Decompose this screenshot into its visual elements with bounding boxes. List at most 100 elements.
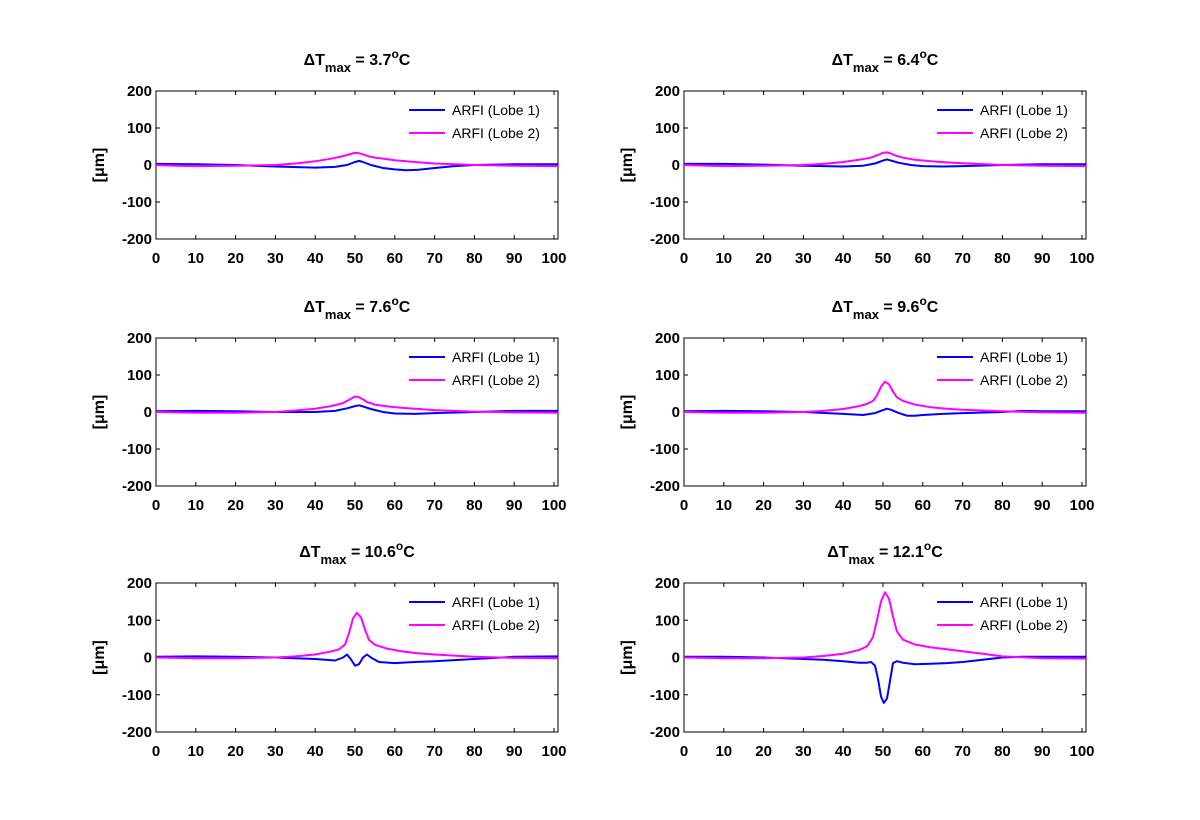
x-tick-label: 100 — [542, 743, 567, 760]
x-tick-label: 0 — [152, 497, 160, 514]
legend-label-lobe-1: ARFI (Lobe 1) — [452, 349, 540, 365]
x-tick-label: 70 — [426, 250, 443, 267]
x-tick-label: 80 — [994, 250, 1011, 267]
x-tick-label: 20 — [227, 743, 244, 760]
x-tick-label: 50 — [875, 250, 892, 267]
x-tick-label: 10 — [715, 497, 732, 514]
series-line-lobe-2 — [684, 591, 1086, 660]
x-tick-label: 80 — [994, 497, 1011, 514]
x-tick-label: 90 — [1034, 743, 1051, 760]
y-tick-label: 0 — [672, 650, 680, 667]
y-tick-label: 100 — [127, 120, 152, 137]
x-tick-label: 50 — [347, 497, 364, 514]
y-tick-label: 0 — [144, 404, 152, 421]
legend-label-lobe-2: ARFI (Lobe 2) — [452, 617, 540, 633]
x-tick-label: 40 — [307, 743, 324, 760]
x-tick-label: 10 — [187, 743, 204, 760]
legend-label-lobe-1: ARFI (Lobe 1) — [980, 594, 1068, 610]
x-tick-label: 40 — [307, 250, 324, 267]
x-tick-label: 100 — [542, 250, 567, 267]
y-tick-label: 100 — [127, 367, 152, 384]
legend-label-lobe-2: ARFI (Lobe 2) — [980, 125, 1068, 141]
x-tick-label: 30 — [267, 497, 284, 514]
subplot-title: ΔTmax = 10.6oC — [299, 539, 415, 567]
x-tick-label: 20 — [227, 497, 244, 514]
y-tick-label: 200 — [655, 330, 680, 347]
subplot-5: 0 10 20 30 40 50 60 70 80 90 100 -200 -100 0 100 200 [μm… — [91, 539, 567, 760]
y-tick-label: -100 — [650, 687, 680, 704]
x-tick-label: 80 — [466, 250, 483, 267]
y-tick-label: 200 — [127, 575, 152, 592]
legend-label-lobe-1: ARFI (Lobe 1) — [980, 349, 1068, 365]
series-line-lobe-2 — [156, 151, 558, 168]
y-tick-label: 100 — [655, 120, 680, 137]
x-tick-label: 80 — [466, 743, 483, 760]
subplot-6: 0 10 20 30 40 50 60 70 80 90 100 -200 -100 0 100 200 [μm… — [619, 539, 1095, 760]
y-tick-label: -200 — [650, 231, 680, 248]
x-tick-label: 90 — [506, 743, 523, 760]
y-tick-label: 100 — [655, 367, 680, 384]
y-tick-label: -100 — [122, 687, 152, 704]
series-line-lobe-1 — [156, 159, 558, 172]
y-tick-label: -200 — [122, 724, 152, 741]
x-tick-label: 50 — [875, 497, 892, 514]
x-tick-label: 100 — [1070, 497, 1095, 514]
x-tick-label: 30 — [267, 743, 284, 760]
x-tick-label: 90 — [1034, 250, 1051, 267]
legend-label-lobe-1: ARFI (Lobe 1) — [452, 102, 540, 118]
legend-label-lobe-2: ARFI (Lobe 2) — [980, 617, 1068, 633]
y-axis-label: [μm] — [619, 640, 636, 675]
x-tick-label: 0 — [152, 743, 160, 760]
x-tick-label: 90 — [1034, 497, 1051, 514]
x-tick-label: 0 — [152, 250, 160, 267]
y-axis-label: [μm] — [619, 395, 636, 430]
x-tick-label: 40 — [835, 497, 852, 514]
y-tick-label: -200 — [122, 478, 152, 495]
x-tick-label: 50 — [347, 743, 364, 760]
y-tick-label: -200 — [122, 231, 152, 248]
subplot-title: ΔTmax = 6.4oC — [832, 47, 939, 75]
x-tick-label: 70 — [426, 497, 443, 514]
x-tick-label: 80 — [994, 743, 1011, 760]
x-tick-label: 30 — [795, 743, 812, 760]
x-tick-label: 0 — [680, 250, 688, 267]
x-tick-label: 70 — [954, 497, 971, 514]
x-tick-label: 20 — [227, 250, 244, 267]
x-tick-label: 90 — [506, 250, 523, 267]
x-tick-label: 70 — [954, 743, 971, 760]
x-tick-label: 90 — [506, 497, 523, 514]
x-tick-label: 0 — [680, 497, 688, 514]
subplot-title: ΔTmax = 3.7oC — [304, 47, 411, 75]
x-tick-label: 20 — [755, 497, 772, 514]
series-line-lobe-1 — [156, 653, 558, 667]
subplot-4: 0 10 20 30 40 50 60 70 80 90 100 -200 -100 0 100 200 [μm… — [619, 294, 1095, 514]
x-tick-label: 20 — [755, 250, 772, 267]
y-tick-label: -100 — [122, 441, 152, 458]
y-tick-label: 200 — [127, 330, 152, 347]
x-tick-label: 70 — [954, 250, 971, 267]
y-axis-label: [μm] — [91, 395, 108, 430]
y-tick-label: 0 — [144, 650, 152, 667]
subplot-title: ΔTmax = 12.1oC — [827, 539, 943, 567]
series-line-lobe-2 — [684, 380, 1086, 414]
y-tick-label: 100 — [127, 612, 152, 629]
y-tick-label: 100 — [655, 612, 680, 629]
y-tick-label: 200 — [655, 575, 680, 592]
y-axis-label: [μm] — [619, 148, 636, 183]
subplot-3: 0 10 20 30 40 50 60 70 80 90 100 -200 -100 0 100 200 [μm… — [91, 294, 567, 514]
x-tick-label: 100 — [542, 497, 567, 514]
x-tick-label: 10 — [715, 743, 732, 760]
legend-label-lobe-2: ARFI (Lobe 2) — [452, 372, 540, 388]
x-tick-label: 40 — [835, 250, 852, 267]
y-tick-label: 0 — [672, 404, 680, 421]
x-tick-label: 30 — [795, 250, 812, 267]
subplot-2: 0 10 20 30 40 50 60 70 80 90 100 -200 -100 0 100 200 [μm… — [619, 47, 1095, 267]
subplot-1: 0 10 20 30 40 50 60 70 80 90 100 -200 -100 0 100 200 [μm… — [91, 47, 567, 267]
subplot-title: ΔTmax = 7.6oC — [304, 294, 411, 322]
x-tick-label: 0 — [680, 743, 688, 760]
x-tick-label: 100 — [1070, 743, 1095, 760]
legend-label-lobe-2: ARFI (Lobe 2) — [452, 125, 540, 141]
y-tick-label: 0 — [144, 157, 152, 174]
